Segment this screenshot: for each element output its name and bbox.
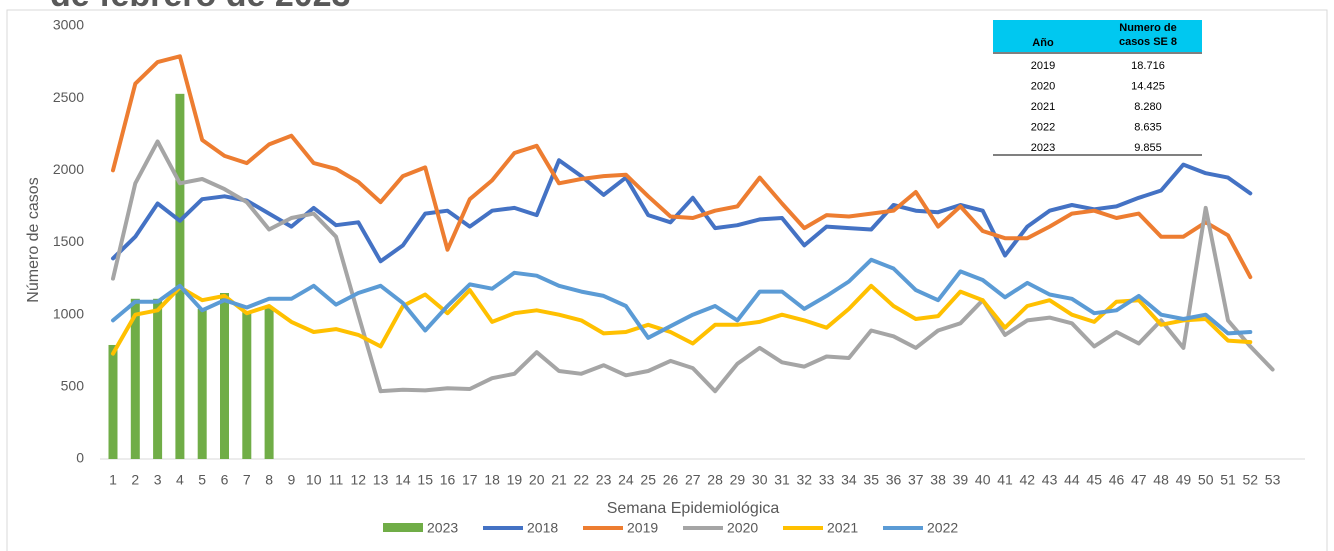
table-cell: 2021	[1031, 101, 1055, 113]
x-tick-label: 28	[707, 472, 723, 488]
x-tick-label: 35	[863, 472, 879, 488]
bar	[108, 344, 118, 459]
x-tick-label: 6	[221, 472, 229, 488]
x-tick-label: 24	[618, 472, 634, 488]
table-cell: 2023	[1031, 142, 1055, 154]
table-cell: 8.635	[1134, 121, 1162, 133]
x-tick-label: 53	[1265, 472, 1281, 488]
table-cell: 9.855	[1134, 142, 1162, 154]
x-tick-label: 16	[440, 472, 456, 488]
x-tick-label: 23	[596, 472, 612, 488]
x-tick-label: 3	[154, 472, 162, 488]
y-tick-label: 3000	[53, 17, 84, 33]
x-tick-label: 37	[908, 472, 924, 488]
line	[111, 257, 1253, 340]
x-tick-label: 41	[997, 472, 1013, 488]
x-tick-label: 31	[774, 472, 790, 488]
x-tick-label: 11	[329, 472, 344, 488]
x-tick-label: 44	[1064, 472, 1080, 488]
bar	[197, 308, 207, 459]
x-tick-label: 32	[797, 472, 813, 488]
y-tick-label: 1000	[53, 305, 84, 321]
line	[111, 54, 1253, 280]
x-tick-label: 51	[1220, 472, 1236, 488]
x-tick-label: 18	[484, 472, 500, 488]
x-tick-label: 14	[395, 472, 411, 488]
y-tick-label: 2000	[53, 161, 84, 177]
legend-label: 2018	[527, 520, 558, 536]
table-header: Año	[1032, 37, 1054, 49]
x-tick-label: 20	[529, 472, 545, 488]
line	[111, 139, 1275, 394]
x-tick-label: 15	[417, 472, 433, 488]
legend-swatch	[383, 523, 423, 532]
y-axis-title: Número de casos	[25, 177, 42, 302]
bar	[242, 311, 252, 459]
x-tick-label: 33	[819, 472, 835, 488]
legend-label: 2020	[727, 520, 758, 536]
x-tick-label: 40	[975, 472, 991, 488]
bar	[264, 307, 274, 459]
x-tick-label: 7	[243, 472, 251, 488]
bar	[153, 298, 163, 459]
y-tick-label: 0	[76, 450, 84, 466]
x-tick-label: 12	[351, 472, 367, 488]
y-tick-label: 2500	[53, 89, 84, 105]
x-tick-label: 34	[841, 472, 857, 488]
x-tick-label: 36	[886, 472, 902, 488]
table-cell: 14.425	[1131, 80, 1165, 92]
x-tick-label: 2	[131, 472, 139, 488]
legend-label: 2021	[827, 520, 858, 536]
x-tick-label: 38	[930, 472, 946, 488]
x-tick-label: 8	[265, 472, 273, 488]
legend-label: 2019	[627, 520, 658, 536]
x-tick-label: 10	[306, 472, 322, 488]
bar	[175, 93, 185, 459]
x-tick-label: 42	[1020, 472, 1036, 488]
table-cell: 18.716	[1131, 60, 1165, 72]
x-tick-label: 25	[640, 472, 656, 488]
x-tick-label: 46	[1109, 472, 1125, 488]
legend-label: 2023	[427, 520, 458, 536]
x-axis-title: Semana Epidemiológica	[607, 500, 780, 517]
x-tick-label: 13	[373, 472, 389, 488]
chart-title: de febrero de 2023	[50, 0, 350, 14]
x-tick-label: 49	[1176, 472, 1192, 488]
legend-label: 2022	[927, 520, 958, 536]
x-tick-label: 21	[551, 472, 567, 488]
x-tick-label: 30	[752, 472, 768, 488]
table-header: Numero de	[1119, 22, 1176, 34]
table-cell: 2022	[1031, 121, 1055, 133]
table-cell: 2019	[1031, 60, 1055, 72]
line	[111, 283, 1253, 356]
x-tick-label: 52	[1243, 472, 1259, 488]
x-tick-label: 43	[1042, 472, 1058, 488]
x-tick-label: 26	[663, 472, 679, 488]
y-tick-label: 500	[61, 378, 85, 394]
table-header: casos SE 8	[1119, 36, 1177, 48]
x-tick-label: 45	[1086, 472, 1102, 488]
table-cell: 8.280	[1134, 101, 1162, 113]
table-cell: 2020	[1031, 80, 1055, 92]
x-tick-label: 1	[109, 472, 117, 488]
x-tick-label: 9	[288, 472, 296, 488]
chart-frame	[6, 9, 1328, 551]
x-tick-label: 5	[198, 472, 206, 488]
x-tick-label: 47	[1131, 472, 1147, 488]
x-tick-label: 27	[685, 472, 701, 488]
table-header-bg	[993, 20, 1202, 52]
x-tick-label: 17	[462, 472, 478, 488]
y-tick-label: 1500	[53, 233, 84, 249]
x-tick-label: 22	[574, 472, 590, 488]
bar	[220, 293, 229, 459]
x-tick-label: 29	[730, 472, 746, 488]
x-tick-label: 19	[507, 472, 523, 488]
x-tick-label: 50	[1198, 472, 1214, 488]
x-tick-label: 4	[176, 472, 184, 488]
x-tick-label: 48	[1153, 472, 1169, 488]
bar	[130, 298, 140, 459]
x-tick-label: 39	[953, 472, 969, 488]
